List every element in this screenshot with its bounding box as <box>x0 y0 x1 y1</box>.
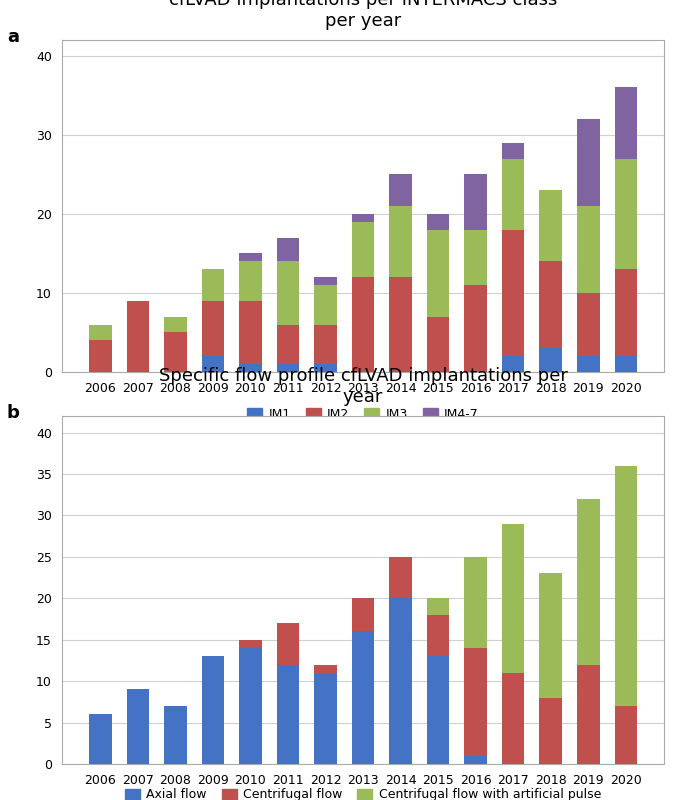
Bar <box>614 466 637 706</box>
Bar <box>352 598 374 631</box>
Bar <box>502 356 525 372</box>
Bar <box>239 262 262 301</box>
Bar <box>352 222 374 277</box>
Bar <box>389 277 412 372</box>
Bar <box>239 364 262 372</box>
Bar <box>127 301 149 372</box>
Bar <box>389 174 412 206</box>
Bar <box>314 665 337 673</box>
Bar <box>464 285 487 372</box>
Bar <box>389 557 412 598</box>
Bar <box>277 325 299 364</box>
Bar <box>389 598 412 764</box>
Bar <box>239 301 262 364</box>
Bar <box>89 340 112 372</box>
Bar <box>127 690 149 764</box>
Bar <box>540 262 562 348</box>
Bar <box>314 325 337 364</box>
Bar <box>614 158 637 270</box>
Bar <box>464 174 487 230</box>
Bar <box>427 317 449 372</box>
Bar <box>277 364 299 372</box>
Bar <box>164 317 186 333</box>
Bar <box>352 631 374 764</box>
Text: a: a <box>7 28 19 46</box>
Bar <box>502 673 525 764</box>
Bar <box>239 640 262 648</box>
Bar <box>352 277 374 372</box>
Bar <box>577 356 599 372</box>
Bar <box>577 119 599 206</box>
Bar <box>277 238 299 262</box>
Bar <box>389 206 412 277</box>
Bar <box>464 230 487 285</box>
Legend: Axial flow, Centrifugal flow, Centrifugal flow with artificial pulse: Axial flow, Centrifugal flow, Centrifuga… <box>120 783 606 800</box>
Bar <box>577 499 599 665</box>
Bar <box>201 656 224 764</box>
Bar <box>427 598 449 615</box>
Bar <box>540 698 562 764</box>
Bar <box>427 656 449 764</box>
Bar <box>164 706 186 764</box>
Bar <box>464 557 487 648</box>
Bar <box>427 230 449 317</box>
Bar <box>314 277 337 285</box>
Bar <box>164 333 186 372</box>
Bar <box>614 270 637 356</box>
Bar <box>614 87 637 158</box>
Bar <box>427 615 449 656</box>
Bar <box>614 356 637 372</box>
Bar <box>502 158 525 230</box>
Bar <box>201 356 224 372</box>
Bar <box>502 524 525 673</box>
Bar <box>89 714 112 764</box>
Bar <box>540 190 562 262</box>
Bar <box>314 673 337 764</box>
Bar <box>277 262 299 325</box>
Bar <box>239 254 262 262</box>
Bar <box>201 270 224 301</box>
Bar <box>277 623 299 665</box>
Title: cfLVAD implantations per INTERMACS class
per year: cfLVAD implantations per INTERMACS class… <box>169 0 557 30</box>
Legend: IM1, IM2, IM3, IM4-7: IM1, IM2, IM3, IM4-7 <box>242 402 484 426</box>
Bar <box>427 214 449 230</box>
Bar <box>502 230 525 356</box>
Bar <box>201 301 224 356</box>
Bar <box>464 648 487 756</box>
Bar <box>314 285 337 325</box>
Bar <box>577 293 599 356</box>
Bar <box>89 325 112 340</box>
Bar <box>614 706 637 764</box>
Text: b: b <box>7 404 20 422</box>
Title: Specific flow profile cfLVAD implantations per
year: Specific flow profile cfLVAD implantatio… <box>159 367 567 406</box>
Bar <box>502 142 525 158</box>
Bar <box>239 648 262 764</box>
Bar <box>352 214 374 222</box>
Bar <box>464 756 487 764</box>
Bar <box>577 206 599 293</box>
Bar <box>314 364 337 372</box>
Bar <box>277 665 299 764</box>
Bar <box>540 348 562 372</box>
Bar <box>540 574 562 698</box>
Bar <box>577 665 599 764</box>
